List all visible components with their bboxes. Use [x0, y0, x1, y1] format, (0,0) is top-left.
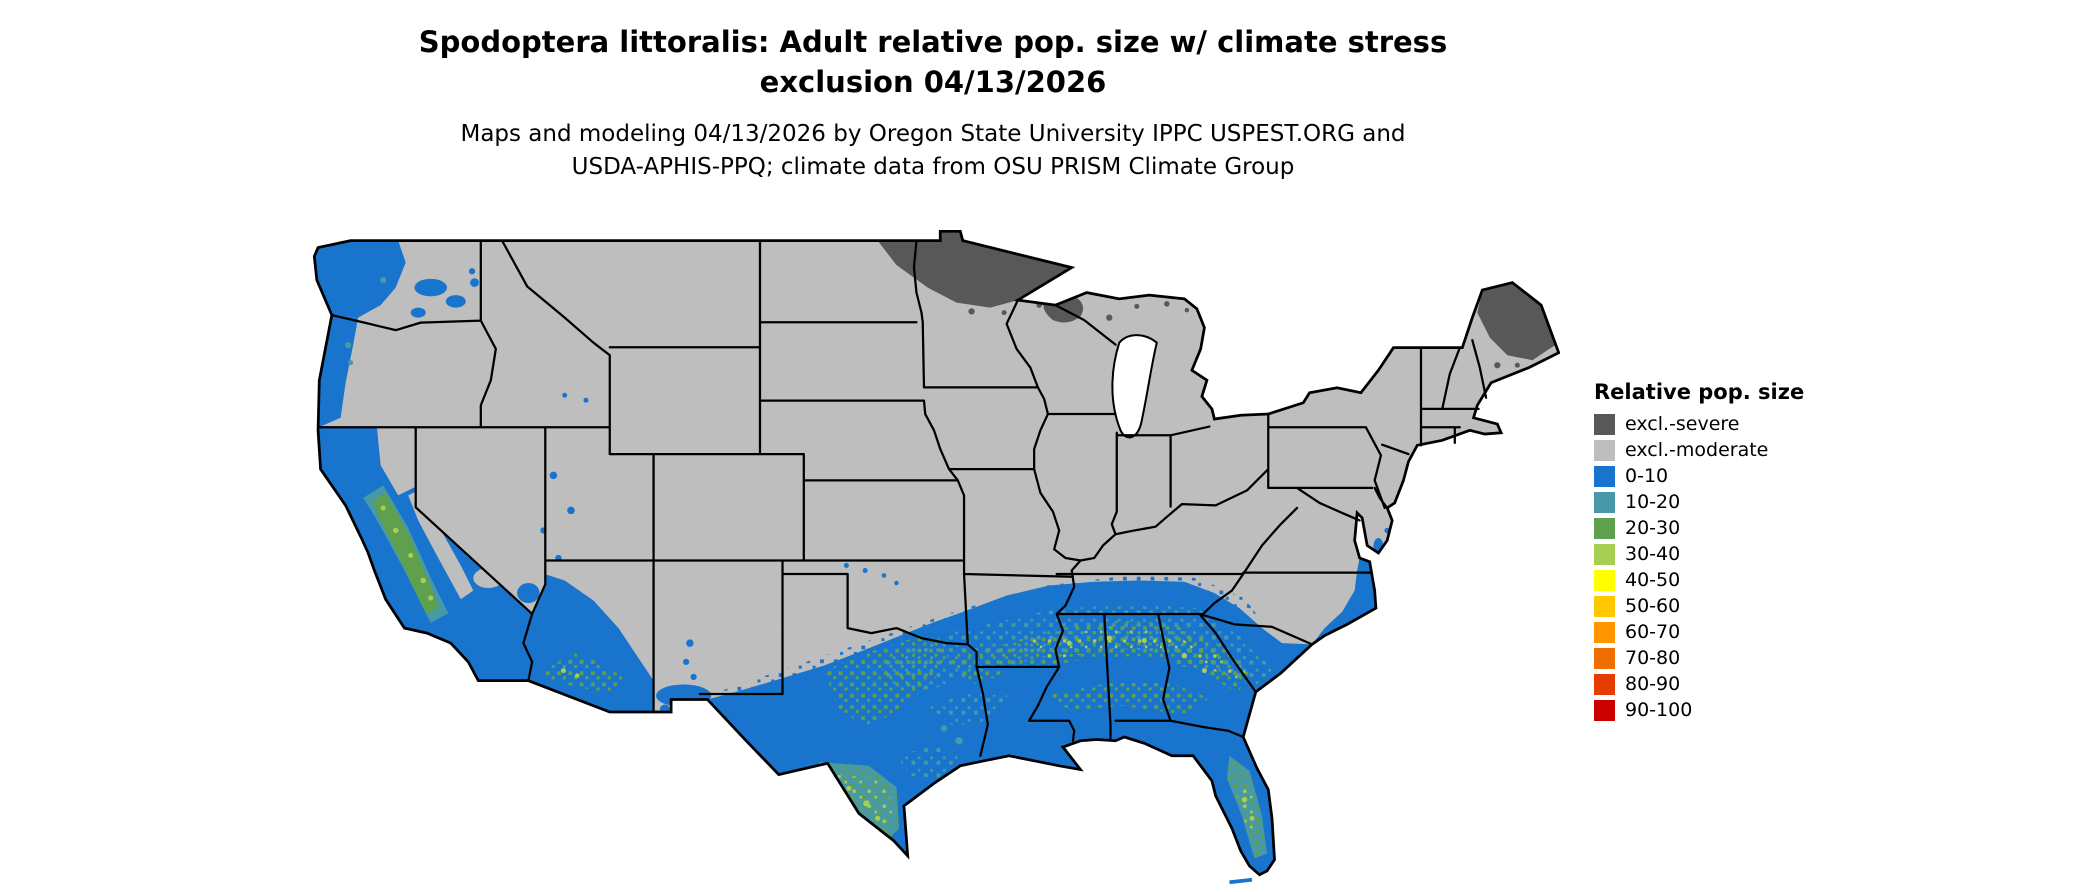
legend-swatch	[1594, 492, 1615, 513]
severe-region-minnesota	[877, 231, 1072, 308]
us-map	[312, 229, 1561, 885]
legend-label: 10-20	[1625, 491, 1681, 513]
lake-michigan	[1111, 334, 1158, 439]
legend-item: excl.-severe	[1594, 414, 1824, 435]
legend-swatch	[1594, 440, 1615, 461]
moderate-exclusion-patches	[376, 427, 504, 600]
legend-label: excl.-severe	[1625, 413, 1740, 435]
legend-swatch	[1594, 544, 1615, 565]
legend-item: 30-40	[1594, 544, 1824, 565]
legend-items: excl.-severe excl.-moderate 0-10 10-20 20-30…	[1594, 414, 1824, 721]
legend-label: 20-30	[1625, 517, 1681, 539]
legend-swatch	[1594, 596, 1615, 617]
legend-item: excl.-moderate	[1594, 440, 1824, 461]
us-map-container	[308, 229, 1561, 891]
florida-keys	[1229, 877, 1253, 885]
legend-item: 50-60	[1594, 596, 1824, 617]
state-borders	[317, 239, 1488, 757]
legend-label: 60-70	[1625, 621, 1681, 643]
legend-item: 0-10	[1594, 466, 1824, 487]
legend-swatch	[1594, 622, 1615, 643]
blue-speckle-transition	[721, 575, 1260, 704]
legend-swatch	[1594, 414, 1615, 435]
legend-swatch	[1594, 518, 1615, 539]
legend: Relative pop. size excl.-severe excl.-mod…	[1594, 380, 1824, 726]
legend-swatch	[1594, 466, 1615, 487]
legend-label: 70-80	[1625, 647, 1681, 669]
legend-label: 30-40	[1625, 543, 1681, 565]
subtitle-line-2: USDA-APHIS-PPQ; climate data from OSU PR…	[571, 154, 1295, 180]
legend-swatch	[1594, 570, 1615, 591]
legend-swatch	[1594, 700, 1615, 721]
legend-swatch	[1594, 648, 1615, 669]
legend-item: 10-20	[1594, 492, 1824, 513]
legend-title: Relative pop. size	[1594, 380, 1805, 404]
legend-item: 80-90	[1594, 674, 1824, 695]
page-title: Spodoptera littoralis: Adult relative po…	[0, 22, 1866, 102]
legend-label: 0-10	[1625, 465, 1669, 487]
legend-item: 90-100	[1594, 700, 1824, 721]
legend-item: 60-70	[1594, 622, 1824, 643]
pop-region-30-40-dots	[380, 505, 1255, 821]
map-subtitle: Maps and modeling 04/13/2026 by Oregon S…	[0, 118, 1866, 184]
legend-label: 80-90	[1625, 673, 1681, 695]
legend-label: 50-60	[1625, 595, 1681, 617]
subtitle-line-1: Maps and modeling 04/13/2026 by Oregon S…	[460, 121, 1406, 147]
legend-item: 70-80	[1594, 648, 1824, 669]
title-line-1: Spodoptera littoralis: Adult relative po…	[418, 25, 1448, 59]
legend-swatch	[1594, 674, 1615, 695]
legend-label: excl.-moderate	[1625, 439, 1769, 461]
legend-label: 90-100	[1625, 699, 1693, 721]
legend-label: 40-50	[1625, 569, 1681, 591]
title-line-2: exclusion 04/13/2026	[759, 65, 1107, 99]
legend-item: 40-50	[1594, 570, 1824, 591]
legend-item: 20-30	[1594, 518, 1824, 539]
